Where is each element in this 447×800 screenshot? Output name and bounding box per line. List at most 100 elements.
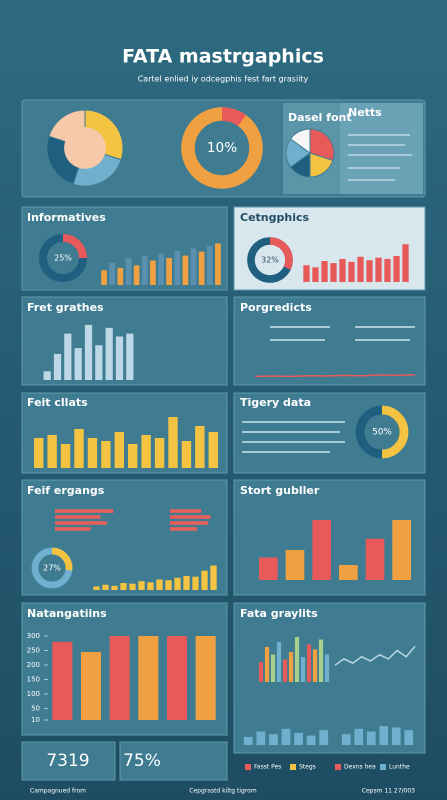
line — [254, 373, 416, 378]
y-tick-label: 200 — [27, 661, 40, 669]
bar — [117, 267, 124, 285]
bar — [198, 251, 205, 285]
bar — [101, 441, 111, 468]
bar — [87, 438, 98, 468]
bar — [141, 255, 148, 285]
bar — [339, 258, 346, 282]
bar — [190, 248, 197, 285]
bar — [60, 444, 71, 468]
donut-label: 32% — [261, 256, 279, 265]
bar — [366, 731, 376, 745]
bar — [141, 435, 151, 468]
donut-arc — [51, 547, 73, 571]
bar — [126, 333, 134, 380]
page-title: FATA mastrgaphics — [122, 46, 324, 68]
legend-label: Stegs — [299, 764, 316, 771]
bar — [156, 579, 163, 590]
hbar — [55, 509, 114, 513]
bar — [93, 586, 100, 590]
bar — [391, 727, 401, 745]
legend-label: Fasst Pes — [254, 764, 281, 771]
donut-arc — [269, 237, 293, 270]
bar — [288, 652, 294, 682]
bar — [243, 736, 253, 745]
hbar — [170, 509, 202, 513]
bar — [128, 444, 138, 468]
y-tick-label: 300 — [27, 632, 40, 640]
donut-arc — [381, 405, 409, 459]
bar — [109, 636, 130, 720]
bar — [365, 538, 385, 580]
donut-label: 50% — [372, 428, 392, 438]
footer: Campagnued from — [30, 788, 86, 795]
bar — [43, 371, 51, 380]
line — [334, 645, 416, 666]
bar — [281, 728, 291, 745]
legend-swatch — [380, 764, 386, 770]
bar — [182, 255, 189, 285]
bar — [174, 577, 181, 590]
bar — [195, 636, 216, 720]
y-tick-label: 10 — [31, 716, 40, 724]
bar — [210, 565, 217, 590]
bar — [158, 253, 164, 285]
donut-label: 10% — [207, 140, 237, 156]
bar — [125, 258, 132, 285]
bar — [366, 260, 373, 282]
bar — [192, 576, 199, 590]
bar — [105, 327, 113, 380]
panel-title: Feif ergangs — [27, 484, 105, 497]
stat: 7319 — [46, 751, 89, 771]
y-tick-label: 150 — [27, 675, 40, 683]
bar — [264, 647, 270, 682]
panel-title: Porgredicts — [240, 301, 312, 314]
pie-slice — [289, 128, 311, 154]
bar — [404, 730, 414, 745]
panel-title: Informatives — [27, 211, 106, 224]
bar — [312, 649, 318, 682]
panel-title: Fata graylits — [240, 607, 318, 620]
bar — [306, 644, 312, 682]
bar — [147, 582, 154, 590]
footer: Cepgrastd kiltg tigrom — [189, 788, 257, 795]
bar — [101, 270, 107, 285]
bar — [150, 260, 156, 285]
bar — [393, 255, 400, 282]
stat: 75% — [123, 751, 161, 771]
bar — [348, 261, 355, 282]
bar — [138, 581, 145, 590]
hbar — [55, 515, 101, 519]
y-tick-label: 100 — [27, 690, 40, 698]
pie-center — [64, 127, 106, 169]
bar — [294, 637, 300, 682]
donut-label: 25% — [54, 254, 72, 263]
bar — [294, 732, 303, 745]
bar — [215, 243, 221, 285]
bar — [195, 426, 205, 468]
bar — [64, 333, 72, 380]
panel-title: Netts — [348, 106, 382, 119]
bar — [318, 639, 324, 682]
bar — [339, 565, 358, 580]
bar — [402, 244, 409, 282]
bar — [174, 250, 181, 285]
bar — [115, 336, 124, 380]
bar — [181, 441, 192, 468]
hbar — [55, 521, 107, 525]
panel-title: Feit cllats — [27, 396, 88, 409]
bar — [319, 730, 329, 745]
bar — [111, 585, 118, 590]
bar — [354, 728, 364, 745]
bar — [256, 731, 266, 745]
bar — [341, 734, 351, 745]
legend-swatch — [245, 764, 251, 770]
bar — [102, 584, 109, 590]
bar — [303, 265, 310, 282]
legend-swatch — [290, 764, 296, 770]
subtitle: Cartel enlied iy odcegphis fest fart gra… — [138, 75, 309, 84]
legend-label: Lunthe — [389, 764, 410, 771]
panel-title: Stort gubller — [240, 484, 320, 497]
bar — [375, 257, 382, 282]
y-tick-label: 250 — [27, 646, 40, 654]
bar — [34, 438, 44, 468]
